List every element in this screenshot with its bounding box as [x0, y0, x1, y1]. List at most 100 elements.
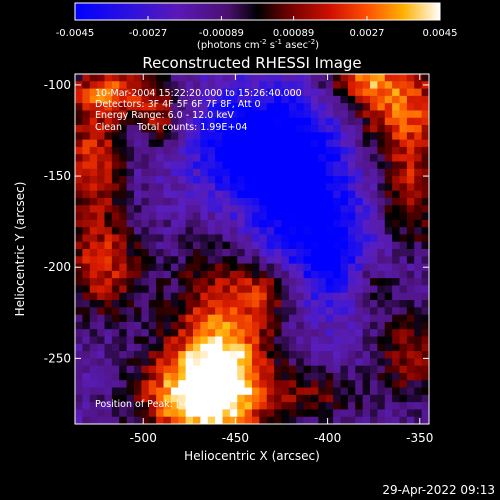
heatmap-cell — [97, 212, 105, 221]
heatmap-cell — [156, 74, 164, 82]
heatmap-cell — [259, 190, 268, 199]
heatmap-cell — [237, 336, 246, 345]
heatmap-cell — [333, 103, 341, 111]
heatmap-cell — [207, 409, 216, 418]
heatmap-cell — [170, 416, 179, 424]
heatmap-cell — [406, 285, 415, 294]
heatmap-cell — [318, 321, 327, 330]
heatmap-cell — [229, 139, 238, 148]
heatmap-cell — [111, 212, 120, 221]
heatmap-cell — [163, 205, 172, 213]
heatmap-cell — [89, 95, 98, 104]
heatmap-cell — [333, 212, 341, 221]
heatmap-cell — [156, 402, 164, 410]
heatmap-cell — [362, 205, 371, 213]
heatmap-cell — [281, 176, 290, 184]
heatmap-cell — [288, 139, 297, 148]
heatmap-cell — [207, 285, 216, 294]
heatmap-cell — [178, 292, 187, 301]
heatmap-cell — [296, 321, 305, 330]
heatmap-cell — [215, 314, 223, 323]
heatmap-cell — [252, 117, 260, 126]
heatmap-cell — [377, 387, 386, 396]
heatmap-cell — [370, 300, 378, 308]
heatmap-cell — [75, 365, 83, 374]
heatmap-cell — [355, 212, 364, 221]
heatmap-cell — [318, 300, 327, 308]
heatmap-cell — [362, 358, 371, 367]
heatmap-cell — [126, 241, 135, 250]
heatmap-cell — [274, 416, 282, 424]
heatmap-cell — [370, 307, 378, 316]
heatmap-cell — [333, 365, 341, 374]
heatmap-cell — [200, 351, 209, 359]
heatmap-cell — [134, 336, 142, 345]
heatmap-cell — [222, 234, 231, 243]
heatmap-cell — [377, 161, 386, 170]
heatmap-cell — [207, 278, 216, 286]
heatmap-cell — [126, 307, 135, 316]
heatmap-cell — [134, 256, 142, 264]
heatmap-cell — [185, 117, 194, 126]
heatmap-cell — [229, 88, 238, 97]
heatmap-cell — [274, 219, 282, 228]
heatmap-cell — [266, 336, 275, 345]
heatmap-cell — [303, 132, 312, 141]
heatmap-cell — [259, 416, 268, 424]
heatmap-cell — [274, 300, 282, 308]
heatmap-cell — [178, 307, 187, 316]
heatmap-cell — [266, 74, 275, 82]
heatmap-cell — [193, 372, 201, 381]
heatmap-cell — [414, 117, 423, 126]
heatmap-cell — [340, 409, 349, 418]
heatmap-cell — [347, 74, 356, 82]
heatmap-cell — [200, 132, 209, 141]
heatmap-cell — [421, 285, 429, 294]
heatmap-cell — [414, 168, 423, 177]
heatmap-cell — [237, 161, 246, 170]
heatmap-cell — [303, 307, 312, 316]
heatmap-cell — [288, 270, 297, 279]
heatmap-cell — [207, 227, 216, 235]
heatmap-cell — [193, 110, 201, 119]
heatmap-cell — [266, 183, 275, 192]
heatmap-cell — [148, 358, 157, 367]
heatmap-cell — [104, 263, 113, 272]
heatmap-cell — [178, 416, 187, 424]
heatmap-cell — [163, 88, 172, 97]
heatmap-cell — [185, 285, 194, 294]
heatmap-cell — [111, 387, 120, 396]
heatmap-cell — [82, 234, 91, 243]
heatmap-cell — [237, 358, 246, 367]
heatmap-cell — [185, 139, 194, 148]
heatmap-cell — [274, 212, 282, 221]
heatmap-cell — [274, 125, 282, 133]
heatmap-cell — [170, 365, 179, 374]
heatmap-cell — [377, 416, 386, 424]
heatmap-cell — [355, 154, 364, 162]
heatmap-cell — [362, 125, 371, 133]
heatmap-cell — [392, 270, 400, 279]
heatmap-cell — [281, 117, 290, 126]
heatmap-cell — [288, 300, 297, 308]
heatmap-cell — [178, 197, 187, 206]
heatmap-cell — [148, 183, 157, 192]
heatmap-cell — [288, 234, 297, 243]
heatmap-cell — [82, 110, 91, 119]
heatmap-cell — [170, 263, 179, 272]
heatmap-cell — [266, 81, 275, 89]
heatmap-cell — [392, 183, 400, 192]
heatmap-cell — [281, 263, 290, 272]
heatmap-cell — [148, 300, 157, 308]
heatmap-cell — [163, 351, 172, 359]
heatmap-cell — [384, 219, 393, 228]
heatmap-cell — [355, 300, 364, 308]
heatmap-cell — [252, 176, 260, 184]
heatmap-cell — [222, 103, 231, 111]
heatmap-cell — [126, 110, 135, 119]
heatmap-cell — [89, 74, 98, 82]
heatmap-cell — [200, 263, 209, 272]
heatmap-cell — [311, 234, 319, 243]
heatmap-cell — [244, 88, 253, 97]
heatmap-cell — [311, 95, 319, 104]
